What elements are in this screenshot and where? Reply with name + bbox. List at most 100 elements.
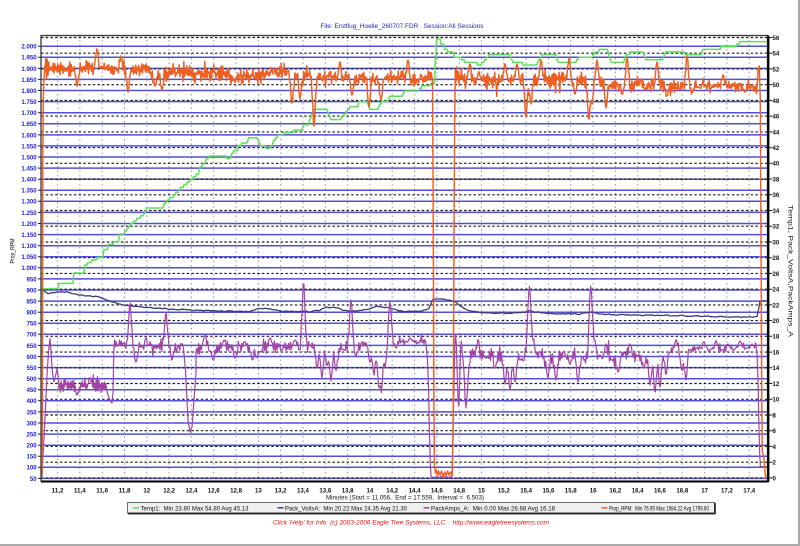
svg-text:11,8: 11,8 — [119, 487, 131, 494]
svg-text:1.200: 1.200 — [21, 221, 37, 228]
svg-text:54: 54 — [773, 51, 780, 58]
svg-text:1.850: 1.850 — [21, 77, 37, 84]
svg-text:Prop_RPM: Min 76.95 Max 1984.: Prop_RPM: Min 76.95 Max 1984.22 Avg 1799… — [609, 505, 709, 512]
svg-text:24: 24 — [773, 287, 780, 294]
svg-text:1.100: 1.100 — [21, 243, 37, 250]
svg-text:2: 2 — [773, 460, 777, 467]
svg-text:12,4: 12,4 — [186, 487, 198, 494]
svg-text:17,4: 17,4 — [743, 487, 755, 494]
svg-text:11,4: 11,4 — [74, 487, 86, 494]
svg-text:1.650: 1.650 — [21, 121, 37, 128]
svg-text:2.000: 2.000 — [21, 44, 37, 51]
svg-text:1.150: 1.150 — [21, 232, 37, 239]
svg-text:34: 34 — [773, 208, 780, 215]
svg-text:14,8: 14,8 — [453, 487, 465, 494]
svg-text:15,4: 15,4 — [520, 487, 532, 494]
svg-text:40: 40 — [773, 161, 780, 168]
svg-text:850: 850 — [27, 299, 37, 306]
svg-text:12,2: 12,2 — [163, 487, 175, 494]
svg-text:1.950: 1.950 — [21, 55, 37, 62]
svg-text:6: 6 — [773, 428, 777, 435]
svg-text:28: 28 — [773, 255, 780, 262]
svg-text:900: 900 — [27, 287, 37, 294]
svg-text:Prop_RPM: Prop_RPM — [10, 239, 17, 264]
svg-text:1.550: 1.550 — [21, 143, 37, 150]
svg-text:42: 42 — [773, 145, 780, 152]
svg-text:1.000: 1.000 — [21, 265, 37, 272]
svg-text:10: 10 — [773, 397, 780, 404]
svg-text:12: 12 — [773, 381, 780, 388]
svg-text:14,4: 14,4 — [409, 487, 421, 494]
svg-text:32: 32 — [773, 224, 780, 231]
svg-text:100: 100 — [27, 465, 37, 472]
svg-text:15,8: 15,8 — [565, 487, 577, 494]
svg-text:4: 4 — [773, 444, 777, 451]
svg-text:14: 14 — [367, 487, 374, 494]
svg-text:46: 46 — [773, 114, 780, 121]
svg-text:200: 200 — [27, 443, 37, 450]
svg-text:44: 44 — [773, 129, 780, 136]
svg-text:300: 300 — [27, 420, 37, 427]
svg-text:450: 450 — [27, 387, 37, 394]
svg-text:1.900: 1.900 — [21, 66, 37, 73]
svg-text:File: Erstflug_Hoelle_260707.F: File: Erstflug_Hoelle_260707.FDR Session… — [321, 23, 485, 30]
svg-text:0: 0 — [773, 475, 777, 482]
svg-text:Click 'Help' for Info (c) 200: Click 'Help' for Info (c) 2003-2006 Eagl… — [273, 520, 550, 527]
svg-text:30: 30 — [773, 239, 780, 246]
svg-text:Temp1, Pack_VoltsA,PackAmps_A: Temp1, Pack_VoltsA,PackAmps_A — [787, 205, 794, 338]
svg-text:1.600: 1.600 — [21, 132, 37, 139]
svg-text:22: 22 — [773, 302, 780, 309]
svg-text:17: 17 — [701, 487, 708, 494]
svg-text:400: 400 — [27, 398, 37, 405]
svg-text:1.350: 1.350 — [21, 188, 37, 195]
svg-text:16,2: 16,2 — [609, 487, 621, 494]
svg-text:PackAmps_A: Min 0.00 Max 26.6: PackAmps_A: Min 0.00 Max 26.68 Avg 16.18 — [431, 505, 555, 512]
svg-text:13,6: 13,6 — [319, 487, 331, 494]
svg-text:750: 750 — [27, 321, 37, 328]
svg-text:950: 950 — [27, 276, 37, 283]
svg-text:16,6: 16,6 — [654, 487, 666, 494]
svg-text:8: 8 — [773, 412, 777, 419]
svg-text:18: 18 — [773, 334, 780, 341]
svg-text:1.400: 1.400 — [21, 177, 37, 184]
svg-text:600: 600 — [27, 354, 37, 361]
svg-text:800: 800 — [27, 310, 37, 317]
svg-text:11,2: 11,2 — [52, 487, 64, 494]
svg-text:13,4: 13,4 — [297, 487, 309, 494]
svg-text:13,8: 13,8 — [342, 487, 354, 494]
svg-text:14: 14 — [773, 365, 780, 372]
svg-text:150: 150 — [27, 454, 37, 461]
svg-text:50: 50 — [30, 476, 37, 483]
svg-text:15,6: 15,6 — [543, 487, 555, 494]
svg-text:Temp1: Min 23.80 Max 54.80 Av: Temp1: Min 23.80 Max 54.80 Avg 45.13 — [141, 505, 249, 512]
svg-text:1.250: 1.250 — [21, 210, 37, 217]
svg-text:16: 16 — [590, 487, 597, 494]
svg-text:Minutes (Start = 11.056, End: Minutes (Start = 11.056, End = 17.559, I… — [326, 495, 484, 502]
svg-text:13: 13 — [255, 487, 262, 494]
svg-text:26: 26 — [773, 271, 780, 278]
svg-text:1.300: 1.300 — [21, 199, 37, 206]
svg-text:250: 250 — [27, 432, 37, 439]
svg-text:17,2: 17,2 — [721, 487, 733, 494]
svg-text:350: 350 — [27, 409, 37, 416]
svg-text:14,6: 14,6 — [431, 487, 443, 494]
svg-text:1.800: 1.800 — [21, 88, 37, 95]
svg-text:1.450: 1.450 — [21, 166, 37, 173]
svg-text:Pack_VoltsA: Min 20.22 Max 24: Pack_VoltsA: Min 20.22 Max 24.35 Avg 21.… — [285, 505, 407, 512]
svg-text:15,2: 15,2 — [498, 487, 510, 494]
svg-text:12: 12 — [143, 487, 150, 494]
svg-text:1.500: 1.500 — [21, 154, 37, 161]
svg-text:500: 500 — [27, 376, 37, 383]
svg-text:20: 20 — [773, 318, 780, 325]
svg-text:12,6: 12,6 — [208, 487, 220, 494]
svg-text:15: 15 — [478, 487, 485, 494]
svg-text:1.050: 1.050 — [21, 254, 37, 261]
svg-text:56: 56 — [773, 35, 780, 42]
svg-text:50: 50 — [773, 82, 780, 89]
svg-text:1.750: 1.750 — [21, 99, 37, 106]
svg-text:14,2: 14,2 — [386, 487, 398, 494]
svg-text:36: 36 — [773, 192, 780, 199]
svg-text:16,8: 16,8 — [676, 487, 688, 494]
svg-text:13,2: 13,2 — [275, 487, 287, 494]
svg-text:38: 38 — [773, 176, 780, 183]
